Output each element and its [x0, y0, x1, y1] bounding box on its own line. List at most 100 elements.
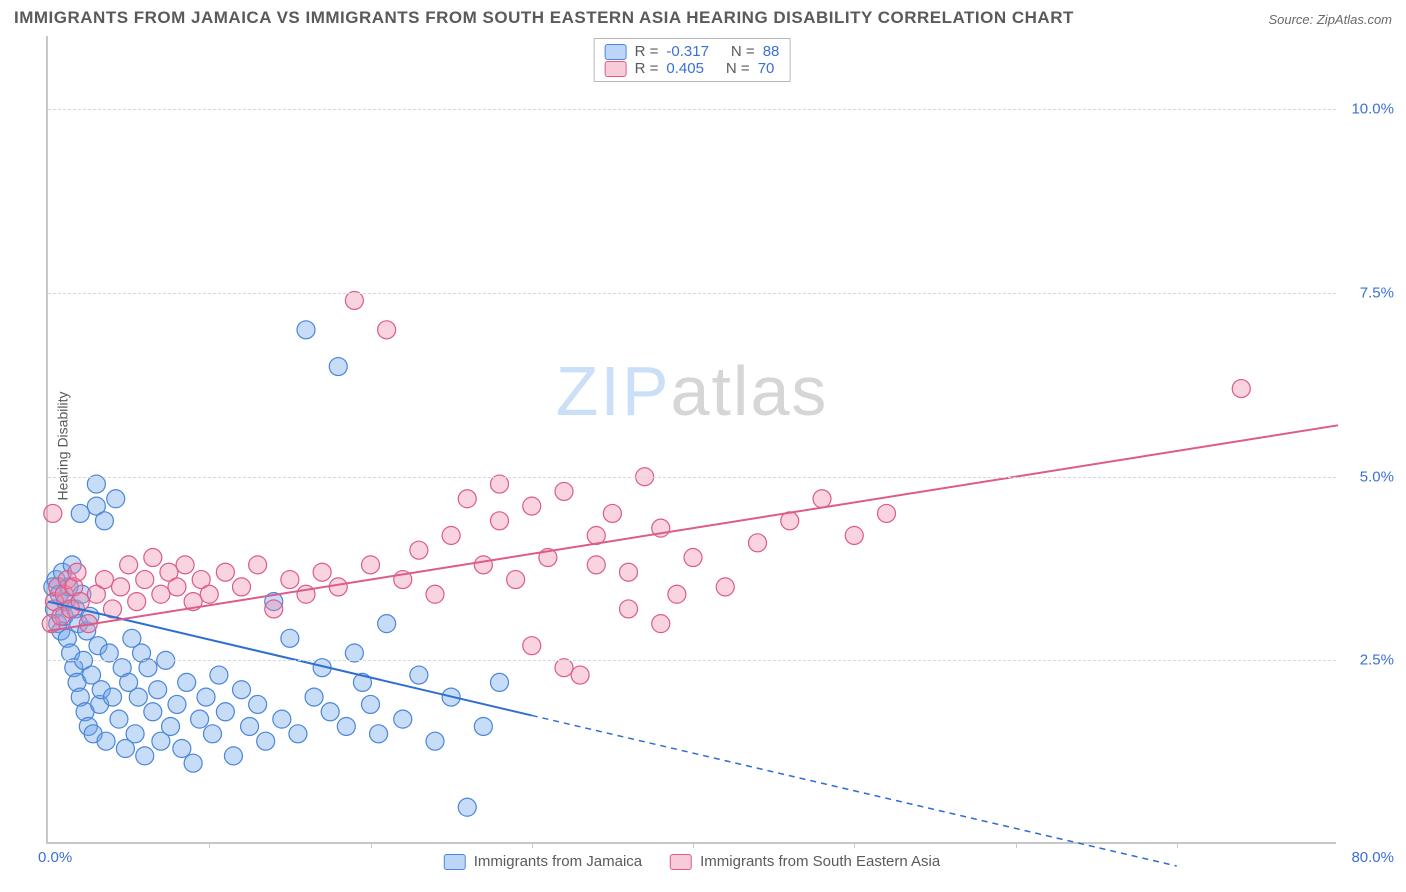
data-point-seasia	[523, 637, 541, 655]
gridline	[48, 660, 1336, 661]
legend-n-value: 88	[763, 43, 780, 60]
x-tick-mark	[854, 842, 855, 848]
data-point-jamaica	[197, 688, 215, 706]
data-point-jamaica	[173, 740, 191, 758]
data-point-seasia	[345, 291, 363, 309]
data-point-seasia	[587, 556, 605, 574]
data-point-jamaica	[474, 717, 492, 735]
data-point-seasia	[571, 666, 589, 684]
data-point-seasia	[845, 526, 863, 544]
y-tick-label: 5.0%	[1360, 468, 1394, 485]
data-point-seasia	[68, 563, 86, 581]
gridline	[48, 477, 1336, 478]
data-point-seasia	[313, 563, 331, 581]
legend-stat-row: R = -0.317N = 88	[605, 43, 780, 60]
data-point-jamaica	[162, 717, 180, 735]
data-point-seasia	[523, 497, 541, 515]
data-point-jamaica	[410, 666, 428, 684]
data-point-jamaica	[216, 703, 234, 721]
data-point-jamaica	[224, 747, 242, 765]
data-point-seasia	[555, 482, 573, 500]
data-point-jamaica	[71, 504, 89, 522]
legend-r-label: R =	[635, 60, 659, 77]
x-tick-mark	[532, 842, 533, 848]
chart-area: ZIPatlas R = -0.317N = 88R = 0.405N = 70…	[46, 36, 1336, 844]
data-point-jamaica	[104, 688, 122, 706]
data-point-seasia	[620, 600, 638, 618]
trendline-seasia	[48, 425, 1338, 631]
data-point-seasia	[265, 600, 283, 618]
data-point-jamaica	[370, 725, 388, 743]
data-point-seasia	[378, 321, 396, 339]
legend-stat-row: R = 0.405N = 70	[605, 60, 780, 77]
data-point-seasia	[168, 578, 186, 596]
y-tick-label: 7.5%	[1360, 285, 1394, 302]
data-point-seasia	[136, 571, 154, 589]
data-point-jamaica	[378, 615, 396, 633]
data-point-jamaica	[126, 725, 144, 743]
data-point-seasia	[233, 578, 251, 596]
data-point-seasia	[329, 578, 347, 596]
data-point-jamaica	[345, 644, 363, 662]
legend-swatch	[605, 61, 627, 77]
legend-n-label: N =	[726, 60, 750, 77]
data-point-jamaica	[136, 747, 154, 765]
data-point-seasia	[491, 512, 509, 530]
series-legend: Immigrants from Jamaica Immigrants from S…	[444, 853, 940, 870]
data-point-seasia	[603, 504, 621, 522]
x-tick-mark	[1177, 842, 1178, 848]
data-point-seasia	[95, 571, 113, 589]
data-point-seasia	[281, 571, 299, 589]
data-point-jamaica	[233, 681, 251, 699]
data-point-jamaica	[97, 732, 115, 750]
gridline	[48, 293, 1336, 294]
data-point-jamaica	[144, 703, 162, 721]
x-tick-max: 80.0%	[1351, 849, 1394, 866]
data-point-seasia	[716, 578, 734, 596]
data-point-jamaica	[203, 725, 221, 743]
data-point-jamaica	[149, 681, 167, 699]
data-point-seasia	[44, 504, 62, 522]
x-tick-mark	[1016, 842, 1017, 848]
data-point-seasia	[620, 563, 638, 581]
data-point-jamaica	[281, 629, 299, 647]
data-point-jamaica	[337, 717, 355, 735]
data-point-seasia	[474, 556, 492, 574]
data-point-jamaica	[168, 695, 186, 713]
legend-r-value: 0.405	[666, 60, 704, 77]
legend-swatch	[670, 854, 692, 870]
data-point-seasia	[1232, 380, 1250, 398]
data-point-seasia	[216, 563, 234, 581]
data-point-jamaica	[110, 710, 128, 728]
data-point-seasia	[152, 585, 170, 603]
legend-item: Immigrants from South Eastern Asia	[670, 853, 940, 870]
data-point-seasia	[668, 585, 686, 603]
legend-item: Immigrants from Jamaica	[444, 853, 642, 870]
data-point-jamaica	[95, 512, 113, 530]
data-point-jamaica	[273, 710, 291, 728]
data-point-jamaica	[87, 475, 105, 493]
data-point-seasia	[144, 549, 162, 567]
data-point-jamaica	[297, 321, 315, 339]
data-point-seasia	[426, 585, 444, 603]
x-tick-mark	[693, 842, 694, 848]
legend-label: Immigrants from Jamaica	[474, 853, 642, 870]
data-point-jamaica	[289, 725, 307, 743]
data-point-jamaica	[178, 673, 196, 691]
data-point-jamaica	[129, 688, 147, 706]
y-tick-label: 10.0%	[1351, 101, 1394, 118]
y-tick-label: 2.5%	[1360, 652, 1394, 669]
x-tick-mark	[209, 842, 210, 848]
data-point-seasia	[458, 490, 476, 508]
data-point-seasia	[749, 534, 767, 552]
data-point-jamaica	[257, 732, 275, 750]
data-point-jamaica	[100, 644, 118, 662]
data-point-seasia	[813, 490, 831, 508]
correlation-legend: R = -0.317N = 88R = 0.405N = 70	[594, 38, 791, 82]
legend-r-value: -0.317	[666, 43, 709, 60]
data-point-seasia	[555, 659, 573, 677]
data-point-jamaica	[305, 688, 323, 706]
x-tick-mark	[371, 842, 372, 848]
legend-r-label: R =	[635, 43, 659, 60]
legend-swatch	[605, 44, 627, 60]
